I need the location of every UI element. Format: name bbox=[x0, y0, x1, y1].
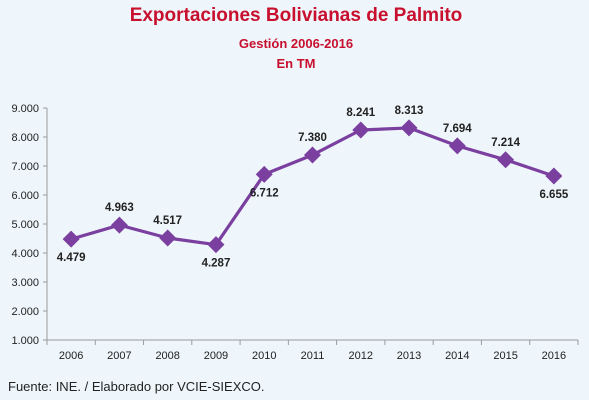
data-point-marker bbox=[352, 121, 370, 139]
data-point-marker bbox=[545, 167, 563, 185]
x-tick-label: 2006 bbox=[59, 350, 83, 362]
x-tick-label: 2014 bbox=[445, 350, 469, 362]
chart-subtitle-line-2: En TM bbox=[277, 56, 316, 71]
data-label: 8.241 bbox=[346, 107, 375, 119]
data-label: 4.963 bbox=[105, 202, 134, 214]
data-label: 6.712 bbox=[250, 187, 279, 199]
data-point-marker bbox=[400, 119, 418, 137]
y-tick-label: 5.000 bbox=[11, 219, 39, 231]
chart-title: Exportaciones Bolivianas de Palmito bbox=[130, 5, 463, 26]
y-tick-label: 7.000 bbox=[11, 161, 39, 173]
series-line bbox=[70, 126, 555, 247]
x-axis-ticks: 2006 2007 2008 2009 2010 2011 2012 2013 2014 2015… bbox=[46, 340, 579, 362]
x-tick-label: 2009 bbox=[204, 350, 228, 362]
y-tick-label: 2.000 bbox=[11, 306, 39, 318]
x-tick-label: 2007 bbox=[107, 350, 131, 362]
y-tick-label: 8.000 bbox=[11, 132, 39, 144]
data-point-marker bbox=[159, 229, 177, 247]
x-tick-label: 2012 bbox=[349, 350, 373, 362]
source-note: Fuente: INE. / Elaborado por VCIE-SIEXCO… bbox=[8, 379, 265, 394]
data-label: 4.287 bbox=[202, 258, 231, 270]
data-labels: 4.479 4.963 4.517 4.287 6.712 7.380 8.241 8.313… bbox=[57, 105, 569, 270]
data-label: 4.517 bbox=[153, 215, 182, 227]
y-tick-label: 9.000 bbox=[11, 103, 39, 115]
x-tick-label: 2015 bbox=[493, 350, 517, 362]
data-label: 8.313 bbox=[395, 105, 424, 117]
series-group bbox=[62, 119, 563, 254]
y-tick-label: 1.000 bbox=[11, 335, 39, 347]
y-tick-label: 4.000 bbox=[11, 248, 39, 260]
x-tick-label: 2010 bbox=[252, 350, 276, 362]
data-label: 4.479 bbox=[57, 252, 86, 264]
data-point-marker bbox=[497, 151, 515, 169]
data-point-marker bbox=[110, 216, 128, 234]
x-tick-label: 2008 bbox=[155, 350, 179, 362]
x-tick-label: 2016 bbox=[542, 350, 566, 362]
data-point-marker bbox=[304, 146, 321, 164]
x-tick-label: 2013 bbox=[397, 350, 421, 362]
y-tick-label: 3.000 bbox=[11, 277, 39, 289]
data-label: 7.214 bbox=[491, 137, 520, 149]
data-label: 7.694 bbox=[443, 123, 472, 135]
y-axis-ticks: 1.000 2.000 3.000 4.000 5.000 6.000 7.000 8.000… bbox=[11, 103, 47, 347]
x-tick-label: 2011 bbox=[301, 350, 325, 362]
data-point-marker bbox=[448, 137, 466, 155]
y-tick-label: 6.000 bbox=[11, 190, 39, 202]
data-point-marker bbox=[207, 236, 225, 254]
data-point-marker bbox=[255, 165, 273, 183]
chart-subtitle-line-1: Gestión 2006-2016 bbox=[239, 36, 353, 51]
data-point-marker bbox=[62, 230, 80, 248]
data-label: 6.655 bbox=[539, 189, 568, 201]
data-label: 7.380 bbox=[298, 132, 327, 144]
